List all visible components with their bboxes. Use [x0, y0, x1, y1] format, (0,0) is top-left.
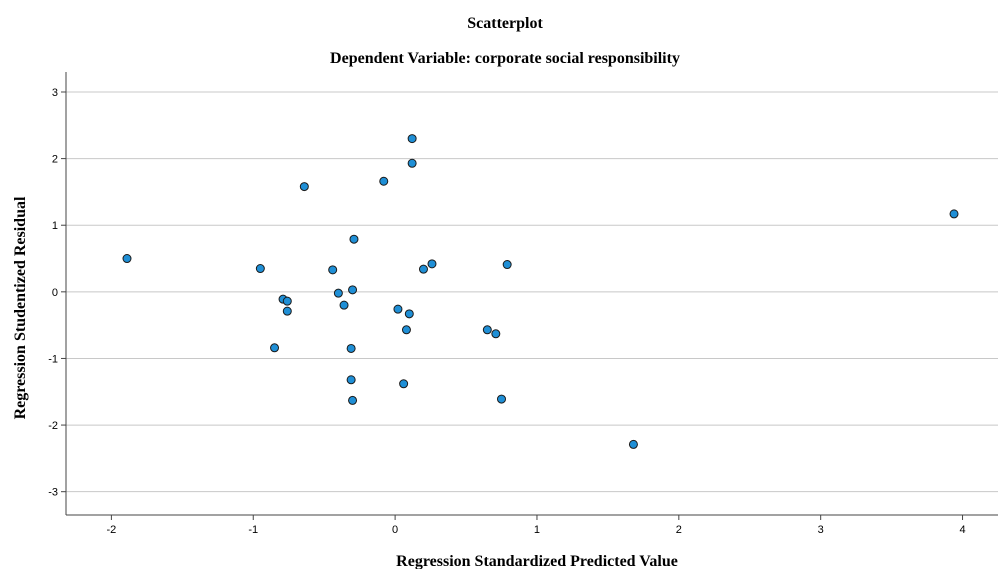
data-point	[628, 439, 638, 449]
data-point	[497, 394, 507, 404]
data-point	[399, 379, 409, 389]
chart-title: Scatterplot	[467, 15, 543, 32]
data-point	[348, 285, 358, 295]
x-tick-label: 4	[959, 524, 965, 536]
data-point	[339, 300, 349, 310]
data-point	[346, 375, 356, 385]
data-point	[418, 264, 428, 274]
data-point	[401, 325, 411, 335]
y-tick-label: 3	[52, 87, 58, 99]
data-point	[491, 329, 501, 339]
y-tick-label: -1	[48, 353, 58, 365]
data-point	[255, 264, 265, 274]
data-point	[348, 395, 358, 405]
data-point	[427, 259, 437, 269]
y-tick-label: 0	[52, 287, 58, 299]
data-point	[346, 343, 356, 353]
gridlines	[66, 91, 998, 493]
axis-ticks: 3 2 1 0 -1 -2 -3 -2 -1 0 1 2 3 4	[48, 87, 965, 536]
x-tick-label: -2	[107, 524, 117, 536]
data-point	[482, 325, 492, 335]
data-point	[299, 182, 309, 192]
y-axis-label: Regression Studentized Residual	[12, 196, 29, 419]
x-tick-label: 1	[534, 524, 540, 536]
data-point	[270, 343, 280, 353]
x-tick-label: -1	[248, 524, 258, 536]
x-tick-label: 2	[676, 524, 682, 536]
data-point	[407, 158, 417, 168]
y-tick-label: 1	[52, 220, 58, 232]
data-points	[122, 134, 959, 449]
data-point	[122, 254, 132, 264]
x-tick-label: 3	[818, 524, 824, 536]
x-axis-label: Regression Standardized Predicted Value	[396, 553, 678, 569]
data-point	[379, 176, 389, 186]
chart-subtitle: Dependent Variable: corporate social res…	[330, 50, 680, 67]
data-point	[282, 306, 292, 316]
data-point	[328, 265, 338, 275]
y-tick-label: -3	[48, 487, 58, 499]
data-point	[282, 296, 292, 306]
y-tick-label: 2	[52, 154, 58, 166]
data-point	[333, 288, 343, 298]
data-point	[349, 234, 359, 244]
data-point	[407, 134, 417, 144]
data-point	[949, 209, 959, 219]
x-tick-label: 0	[392, 524, 398, 536]
y-tick-label: -2	[48, 420, 58, 432]
data-point	[393, 304, 403, 314]
data-point	[404, 309, 414, 319]
data-point	[502, 260, 512, 270]
